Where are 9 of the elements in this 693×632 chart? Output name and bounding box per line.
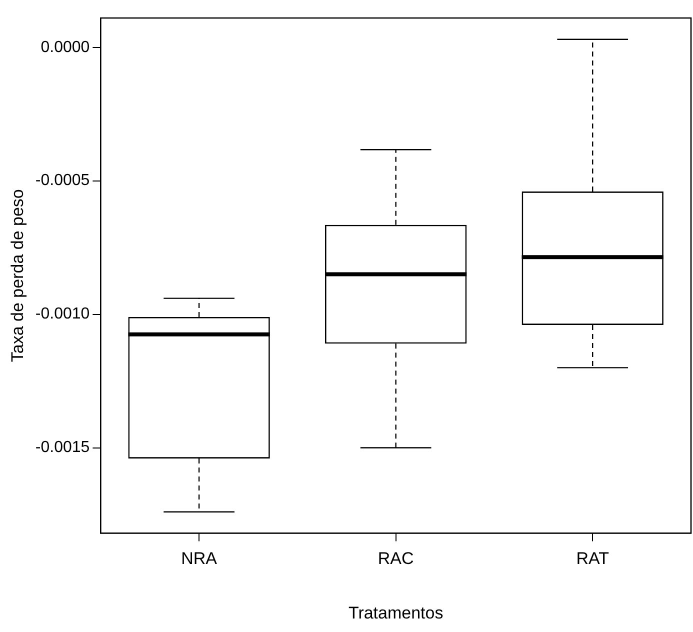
x-tick-label: RAC (378, 549, 414, 568)
y-tick-label: -0.0005 (35, 172, 90, 190)
x-tick-label: NRA (181, 549, 218, 568)
y-tick-label: -0.0015 (35, 439, 90, 456)
x-axis-title: Tratamentos (348, 603, 444, 622)
y-tick-label: -0.0010 (35, 306, 90, 323)
x-tick-label: RAT (576, 549, 609, 568)
y-axis-title: Taxa de perda de peso (8, 189, 27, 362)
y-tick-label: 0.0000 (40, 38, 90, 56)
